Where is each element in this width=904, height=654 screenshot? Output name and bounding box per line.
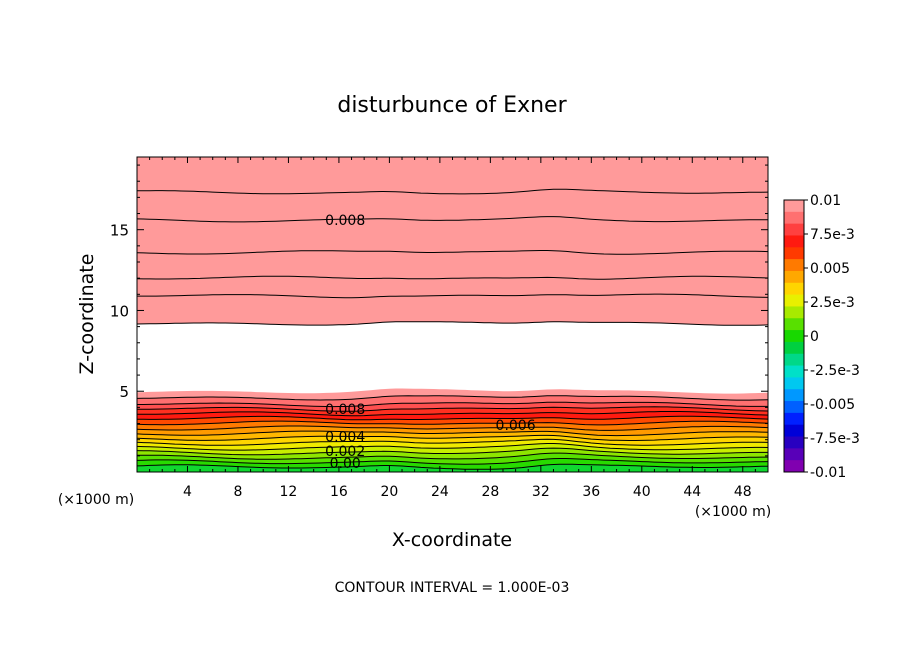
x-tick-label: 28	[481, 484, 499, 500]
contour-line	[137, 463, 768, 470]
y-axis-label: Z-coordinate	[76, 254, 98, 375]
contour-line	[137, 452, 768, 460]
contour-line	[137, 447, 768, 456]
colorbar-swatch	[784, 377, 804, 390]
colorbar-tick-label: 2.5e-3	[810, 295, 855, 311]
contour-line	[137, 395, 768, 401]
colorbar-swatch	[784, 200, 804, 213]
contour-line	[137, 425, 768, 431]
contour-line	[137, 406, 768, 412]
colorbar-swatch	[784, 318, 804, 331]
contour-line	[137, 401, 768, 408]
colorbar-swatch	[784, 211, 804, 225]
contour-line	[137, 321, 768, 326]
y-tick-label: 5	[119, 383, 129, 401]
colorbar-swatch	[784, 294, 804, 307]
x-tick-label: 24	[431, 484, 449, 500]
colorbar-swatch	[784, 330, 804, 343]
x-tick-label: 8	[233, 484, 242, 500]
colorbar-tick-label: 0.005	[810, 261, 850, 277]
contour-line	[137, 458, 768, 465]
colorbar-swatch	[784, 412, 804, 426]
colorbar-tick-label: -0.01	[810, 465, 846, 481]
contour-label: 0.002	[325, 444, 365, 460]
y-tick-label: 10	[110, 302, 129, 320]
x-axis-label: X-coordinate	[392, 529, 512, 551]
zero-region	[137, 321, 768, 394]
contour-line	[137, 415, 768, 421]
contour-line	[137, 443, 768, 451]
contour-line	[137, 275, 768, 280]
x-unit-right: (×1000 m)	[695, 504, 771, 520]
contour-line	[137, 188, 768, 195]
contour-label: 0.008	[325, 213, 365, 229]
x-tick-label: 4	[183, 484, 192, 500]
contour-line	[137, 250, 768, 255]
colorbar-tick-label: 7.5e-3	[810, 227, 855, 243]
x-tick-label: 32	[532, 484, 550, 500]
colorbar-swatch	[784, 389, 804, 402]
contour-label: 0.008	[325, 402, 365, 418]
colorbar-swatch	[784, 223, 804, 236]
upper-band	[137, 157, 768, 326]
colorbar-swatch	[784, 365, 804, 378]
contour-line	[137, 438, 768, 446]
colorbar-swatch	[784, 247, 804, 260]
colorbar-swatch	[784, 401, 804, 414]
contour-fill-area	[137, 157, 768, 472]
colorbar-swatch	[784, 436, 804, 449]
contour-label: 0.004	[325, 429, 365, 445]
y-tick-label: 15	[110, 222, 129, 240]
x-unit-left: (×1000 m)	[58, 492, 134, 508]
x-tick-label: 48	[734, 484, 752, 500]
contour-line	[137, 411, 768, 417]
contour-label: 0.00	[330, 456, 361, 472]
x-tick-label: 36	[582, 484, 600, 500]
colorbar: 0.01 7.5e-3 0.005 2.5e-3 0 -2.5e-3 -0.005 -7.5e…	[783, 193, 860, 481]
x-tick-label: 20	[380, 484, 398, 500]
colorbar-swatch	[784, 270, 804, 284]
colorbar-swatch	[784, 282, 804, 296]
x-tick-label: 16	[330, 484, 348, 500]
colorbar-swatch	[784, 424, 804, 438]
contour-line	[137, 216, 768, 223]
colorbar-swatch	[784, 341, 804, 355]
colorbar-tick-label: -0.005	[810, 397, 855, 413]
colorbar-swatch	[784, 259, 804, 272]
colorbar-tick-label: -7.5e-3	[810, 431, 860, 447]
colorbar-swatch	[784, 448, 804, 461]
colorbar-tick-label: 0	[810, 329, 819, 345]
contour-interval-note: CONTOUR INTERVAL = 1.000E-03	[335, 580, 570, 596]
x-tick-label: 44	[683, 484, 701, 500]
contour-line	[137, 434, 768, 441]
contour-lines	[137, 188, 768, 470]
contour-line	[137, 420, 768, 426]
contour-line	[137, 293, 768, 299]
colorbar-swatch	[784, 306, 804, 319]
colorbar-swatch	[784, 353, 804, 367]
x-tick-label: 12	[280, 484, 298, 500]
contour-line	[137, 430, 768, 437]
x-tick-label: 40	[633, 484, 651, 500]
colorbar-tick-label: -2.5e-3	[810, 363, 860, 379]
contour-label: 0.006	[496, 418, 536, 434]
colorbar-swatch	[784, 460, 804, 473]
chart-title: disturbunce of Exner	[337, 93, 567, 118]
lower-band	[137, 464, 768, 472]
colorbar-tick-label: 0.01	[810, 193, 841, 209]
colorbar-swatch	[784, 235, 804, 248]
